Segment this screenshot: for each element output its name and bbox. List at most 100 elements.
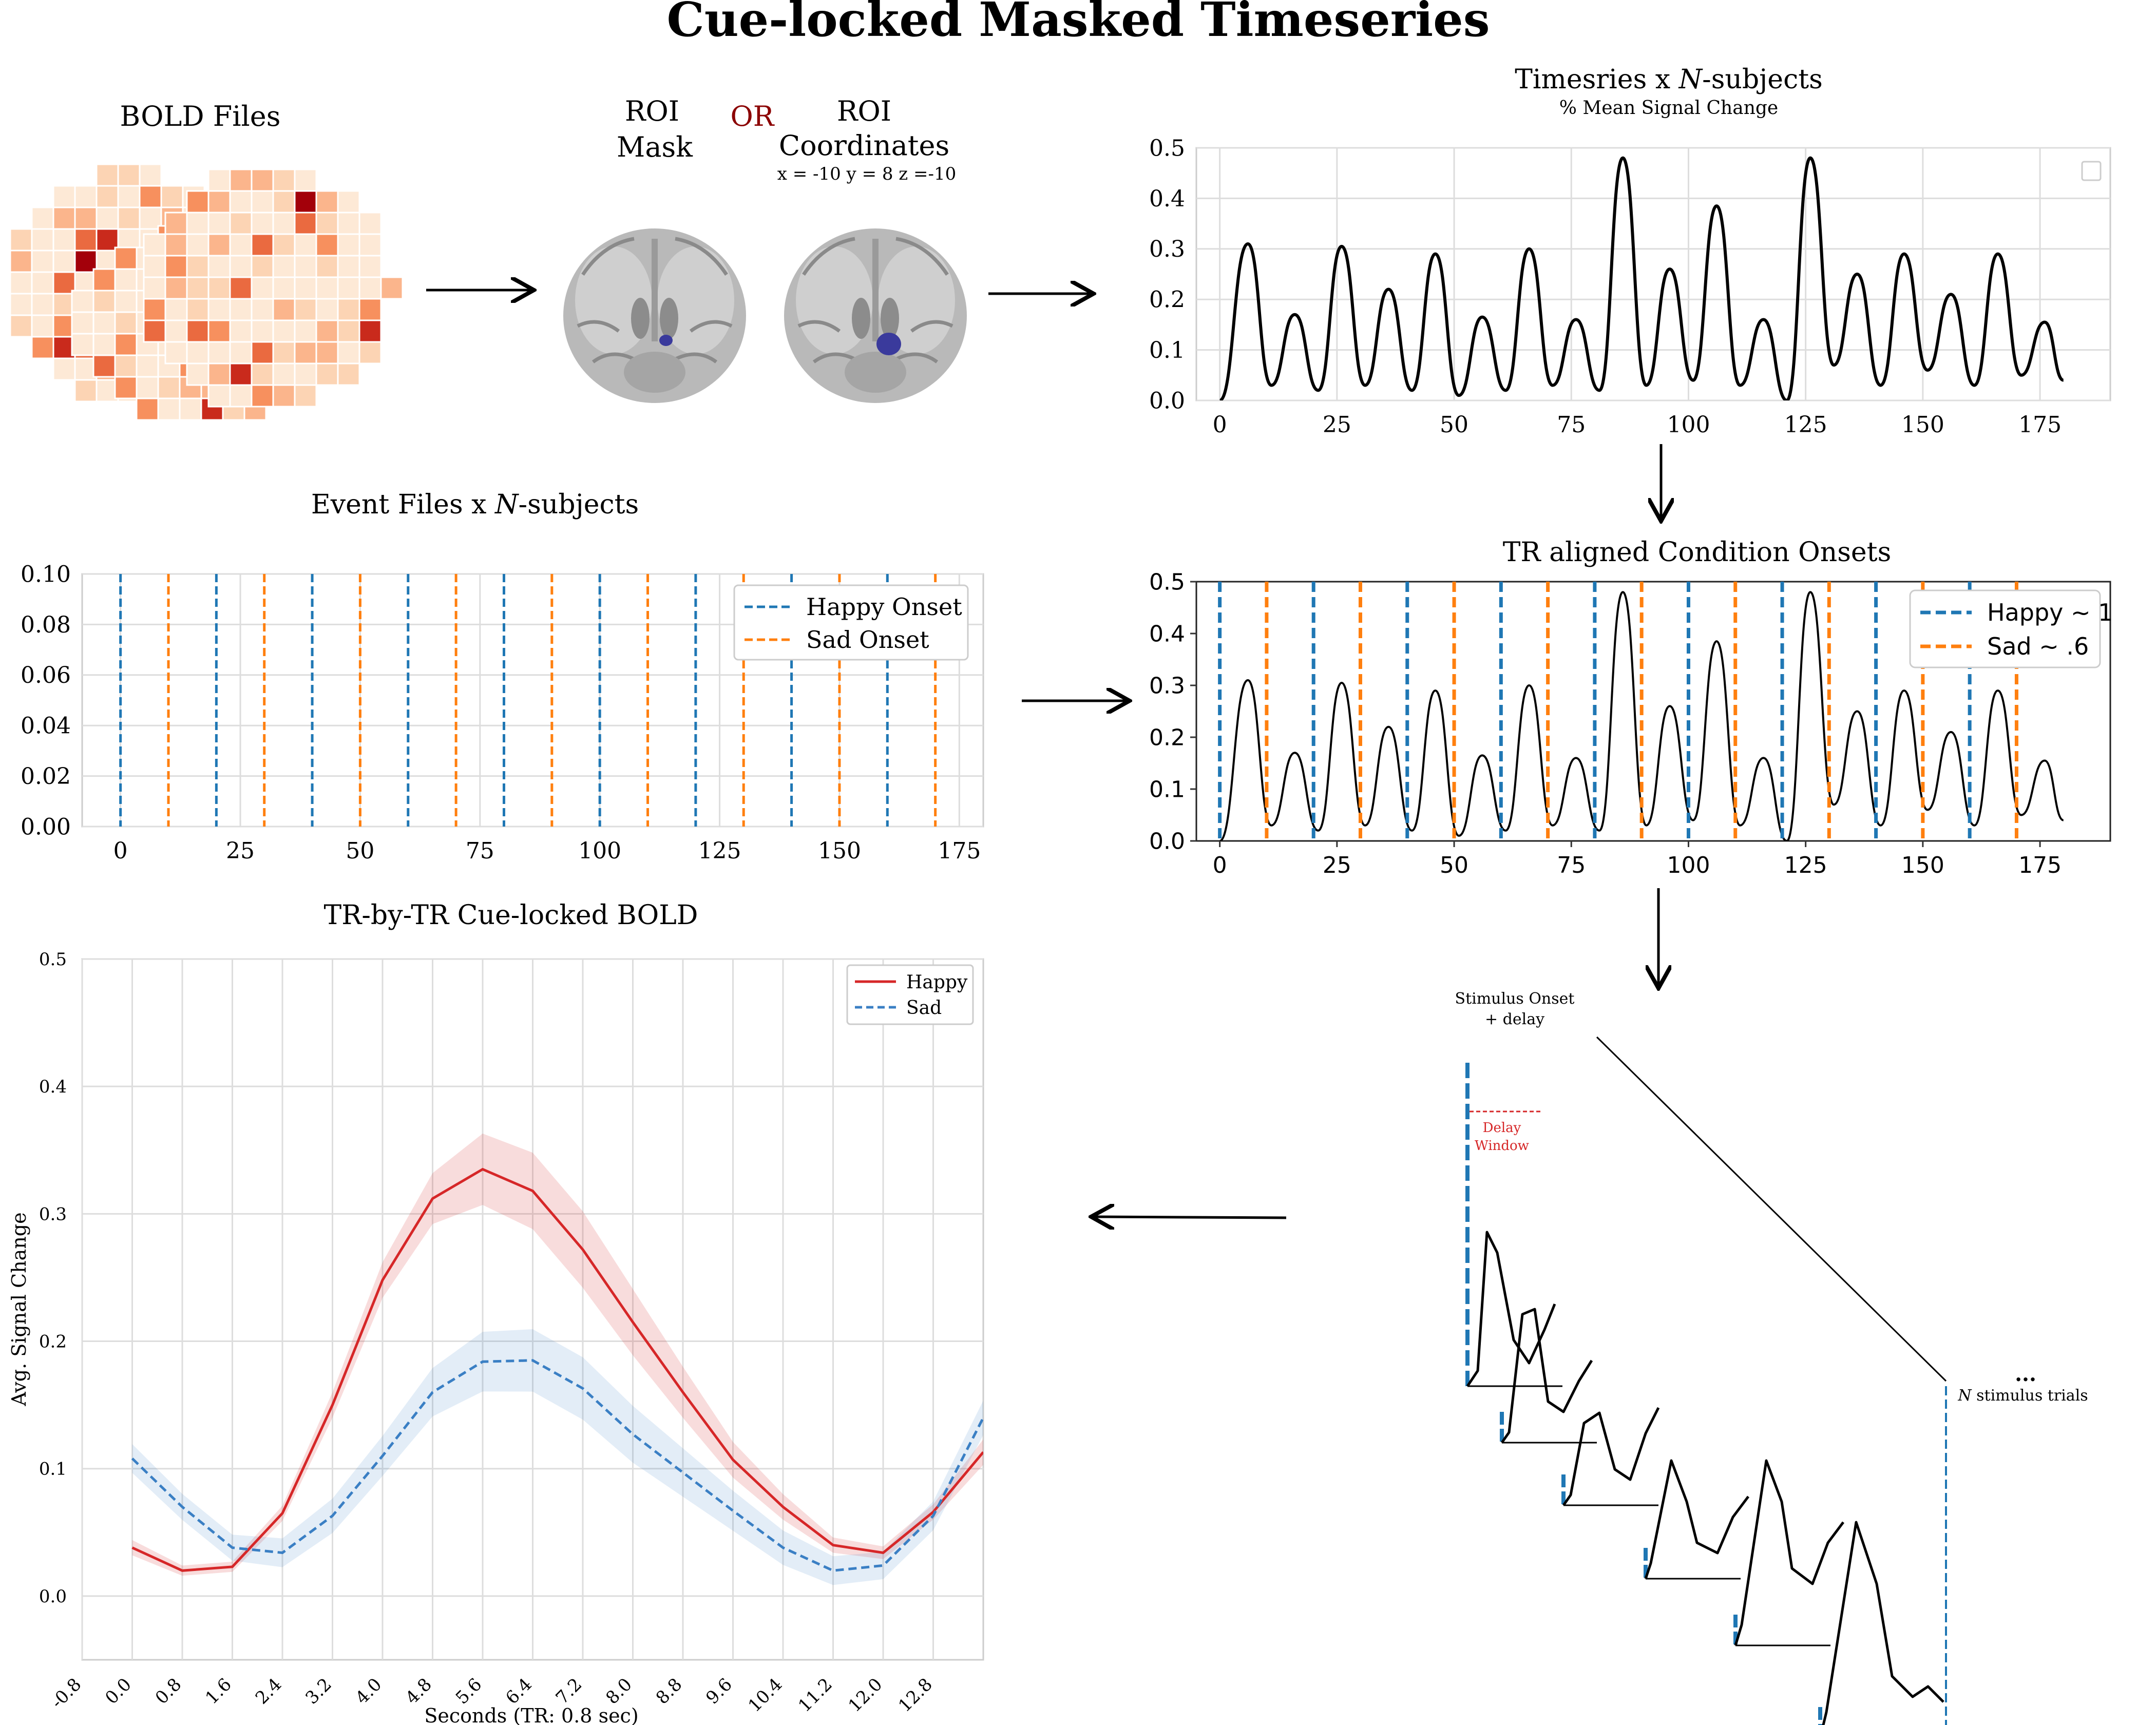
bold-voxel — [337, 212, 360, 235]
bold-voxel — [358, 276, 382, 300]
x-tick-label: 125 — [1784, 412, 1827, 438]
x-tick-label: 10.4 — [745, 1674, 787, 1716]
bold-voxel — [358, 341, 382, 365]
roi-mask-label-1: ROI — [625, 95, 679, 127]
bold-voxel — [114, 290, 138, 313]
bold-voxel — [114, 246, 138, 270]
bold-voxel — [114, 311, 138, 335]
bold-voxel — [358, 255, 382, 278]
bold-voxel — [358, 319, 382, 343]
bold-voxel — [294, 319, 317, 343]
legend-label: Happy — [906, 972, 968, 993]
bold-voxel — [160, 185, 184, 208]
trial-bold-curve — [1644, 1459, 1749, 1579]
bold-voxel — [251, 255, 274, 278]
bold-voxel — [358, 233, 382, 257]
bold-voxel — [337, 255, 360, 278]
bold-voxel — [229, 298, 253, 321]
y-tick-label: 0.08 — [21, 612, 71, 638]
x-tick-label: 25 — [1323, 852, 1351, 878]
x-tick-label: 12.0 — [845, 1674, 887, 1716]
bold-voxel — [52, 206, 76, 230]
bold-voxel — [164, 276, 188, 300]
y-tick-label: 0.5 — [1149, 569, 1185, 595]
bold-voxel — [229, 276, 253, 300]
x-tick-label: 0 — [1213, 852, 1227, 878]
bold-voxel — [96, 206, 119, 230]
y-tick-label: 0.1 — [1149, 776, 1185, 802]
bold-voxel — [114, 333, 138, 356]
y-tick-label: 0.06 — [21, 662, 71, 688]
bold-voxel — [272, 190, 296, 214]
x-tick-label: 150 — [818, 838, 861, 864]
bold-voxel — [315, 319, 339, 343]
bold-voxel — [164, 212, 188, 235]
bold-voxel — [31, 206, 54, 230]
bold-voxel — [207, 255, 231, 278]
x-tick-label: 50 — [346, 838, 374, 864]
bold-voxel — [294, 298, 317, 321]
bold-voxel — [143, 233, 166, 257]
bold-voxel — [186, 341, 209, 365]
x-tick-label: 11.2 — [794, 1674, 836, 1716]
bold-voxel — [164, 319, 188, 343]
x-tick-label: 75 — [1557, 852, 1586, 878]
y-tick-label: 0.1 — [39, 1459, 67, 1480]
y-tick-label: 0.10 — [21, 561, 71, 587]
bold-voxel — [9, 314, 33, 338]
y-axis-label: Avg. Signal Change — [8, 1212, 30, 1406]
x-tick-label: 8.0 — [602, 1674, 636, 1709]
bold-voxel — [207, 276, 231, 300]
bold-voxel — [114, 376, 138, 399]
y-tick-label: 0.0 — [1149, 388, 1185, 414]
aligned-title: TR aligned Condition Onsets — [1503, 537, 1892, 568]
trials-ellipsis: ... — [2015, 1362, 2036, 1386]
bold-voxel — [186, 233, 209, 257]
delay-label-1: Delay — [1483, 1120, 1521, 1136]
bold-voxel — [272, 298, 296, 321]
bold-voxel — [207, 341, 231, 365]
aligned-timeseries-line — [1219, 591, 2064, 841]
trial-bold-curve — [1562, 1407, 1660, 1506]
bold-voxel — [229, 168, 253, 192]
y-tick-label: 0.0 — [1149, 828, 1185, 854]
bold-voxel — [380, 276, 404, 300]
bold-voxel — [337, 190, 360, 214]
bold-voxel — [96, 163, 119, 187]
bold-voxel — [358, 298, 382, 321]
or-label: OR — [731, 100, 775, 132]
x-tick-label: 100 — [1667, 412, 1710, 438]
x-tick-label: 3.2 — [301, 1674, 336, 1709]
x-tick-label: 100 — [1667, 852, 1710, 878]
legend-label: Happy Onset — [806, 593, 962, 621]
bold-voxel — [315, 212, 339, 235]
y-tick-label: 0.3 — [1149, 236, 1185, 262]
bold-voxel — [31, 250, 54, 273]
bold-voxel — [337, 233, 360, 257]
bold-files-label: BOLD Files — [120, 100, 281, 132]
bold-voxel — [143, 319, 166, 343]
bold-voxel — [164, 255, 188, 278]
x-tick-label: 175 — [938, 838, 981, 864]
y-tick-label: 0.04 — [21, 713, 71, 739]
bold-voxel — [229, 362, 253, 386]
bold-voxel — [186, 255, 209, 278]
bold-voxel — [74, 228, 98, 252]
x-tick-label: 175 — [2018, 852, 2062, 878]
y-tick-label: 0.5 — [1149, 135, 1185, 161]
bold-voxel — [71, 311, 94, 335]
bold-voxel — [207, 168, 231, 192]
bold-voxel — [117, 163, 141, 187]
legend-frame — [733, 584, 969, 661]
bold-voxel — [143, 255, 166, 278]
bold-voxel — [179, 397, 202, 421]
bold-voxel — [136, 376, 159, 399]
bold-voxel — [251, 298, 274, 321]
x-tick-label: 25 — [1323, 412, 1351, 438]
bold-voxel — [52, 357, 76, 381]
timeseries-subtitle: % Mean Signal Change — [1559, 98, 1778, 119]
x-tick-label: -0.8 — [47, 1674, 86, 1713]
bold-voxel — [71, 333, 94, 356]
bold-voxel — [207, 298, 231, 321]
x-tick-label: 50 — [1440, 412, 1468, 438]
